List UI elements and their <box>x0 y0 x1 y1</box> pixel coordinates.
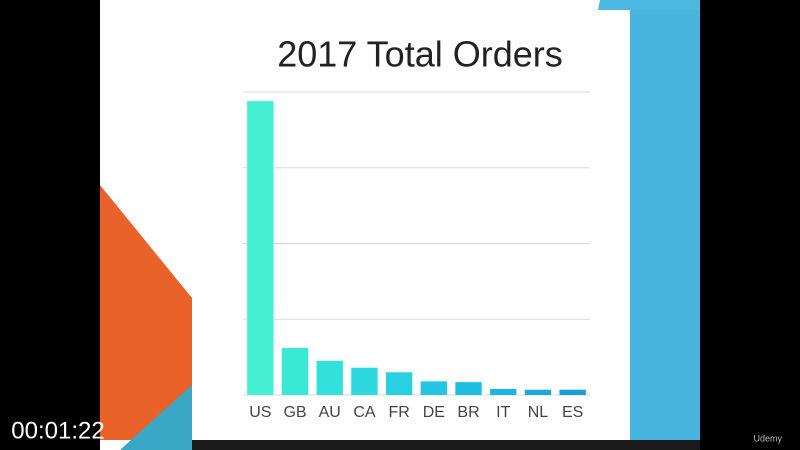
x-tick-label: ES <box>562 404 583 421</box>
x-tick-label: GB <box>283 404 306 421</box>
bar <box>524 389 552 395</box>
bar <box>351 367 378 395</box>
bar <box>385 372 413 395</box>
orange-shape <box>100 185 192 440</box>
x-tick-label: NL <box>528 404 549 421</box>
bar <box>281 348 309 395</box>
timestamp: 00:01:22 <box>11 417 104 444</box>
teal-shape <box>120 385 192 450</box>
watermark: Udemy <box>753 433 782 443</box>
bar <box>559 389 586 395</box>
x-tick-label: FR <box>388 404 409 421</box>
bar <box>247 101 274 395</box>
x-tick-label: IT <box>496 404 510 421</box>
x-tick-label: CA <box>353 404 376 421</box>
slide-shadow <box>192 440 700 450</box>
x-tick-label: AU <box>319 404 341 421</box>
x-tick-label: DE <box>423 404 445 421</box>
bar <box>316 360 343 395</box>
blue-block <box>630 10 700 440</box>
x-tick-label: US <box>249 404 271 421</box>
bar <box>420 381 448 395</box>
bar <box>490 388 517 395</box>
x-tick-label: BR <box>457 404 479 421</box>
bar <box>455 382 482 395</box>
chart-title: 2017 Total Orders <box>277 34 563 75</box>
